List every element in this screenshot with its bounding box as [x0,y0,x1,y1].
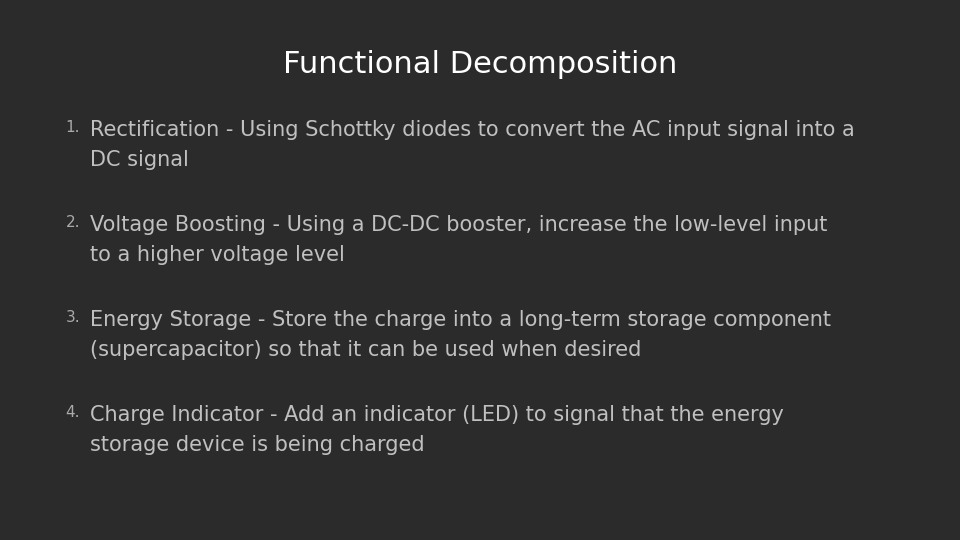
Text: 3.: 3. [65,310,80,325]
Text: to a higher voltage level: to a higher voltage level [90,245,345,265]
Text: Charge Indicator - Add an indicator (LED) to signal that the energy: Charge Indicator - Add an indicator (LED… [90,405,784,425]
Text: 2.: 2. [65,215,80,230]
Text: Functional Decomposition: Functional Decomposition [283,50,677,79]
Text: Energy Storage - Store the charge into a long-term storage component: Energy Storage - Store the charge into a… [90,310,831,330]
Text: Rectification - Using Schottky diodes to convert the AC input signal into a: Rectification - Using Schottky diodes to… [90,120,854,140]
Text: (supercapacitor) so that it can be used when desired: (supercapacitor) so that it can be used … [90,340,641,360]
Text: 4.: 4. [65,405,80,420]
Text: DC signal: DC signal [90,150,189,170]
Text: 1.: 1. [65,120,80,135]
Text: storage device is being charged: storage device is being charged [90,435,424,455]
Text: Voltage Boosting - Using a DC-DC booster, increase the low-level input: Voltage Boosting - Using a DC-DC booster… [90,215,828,235]
